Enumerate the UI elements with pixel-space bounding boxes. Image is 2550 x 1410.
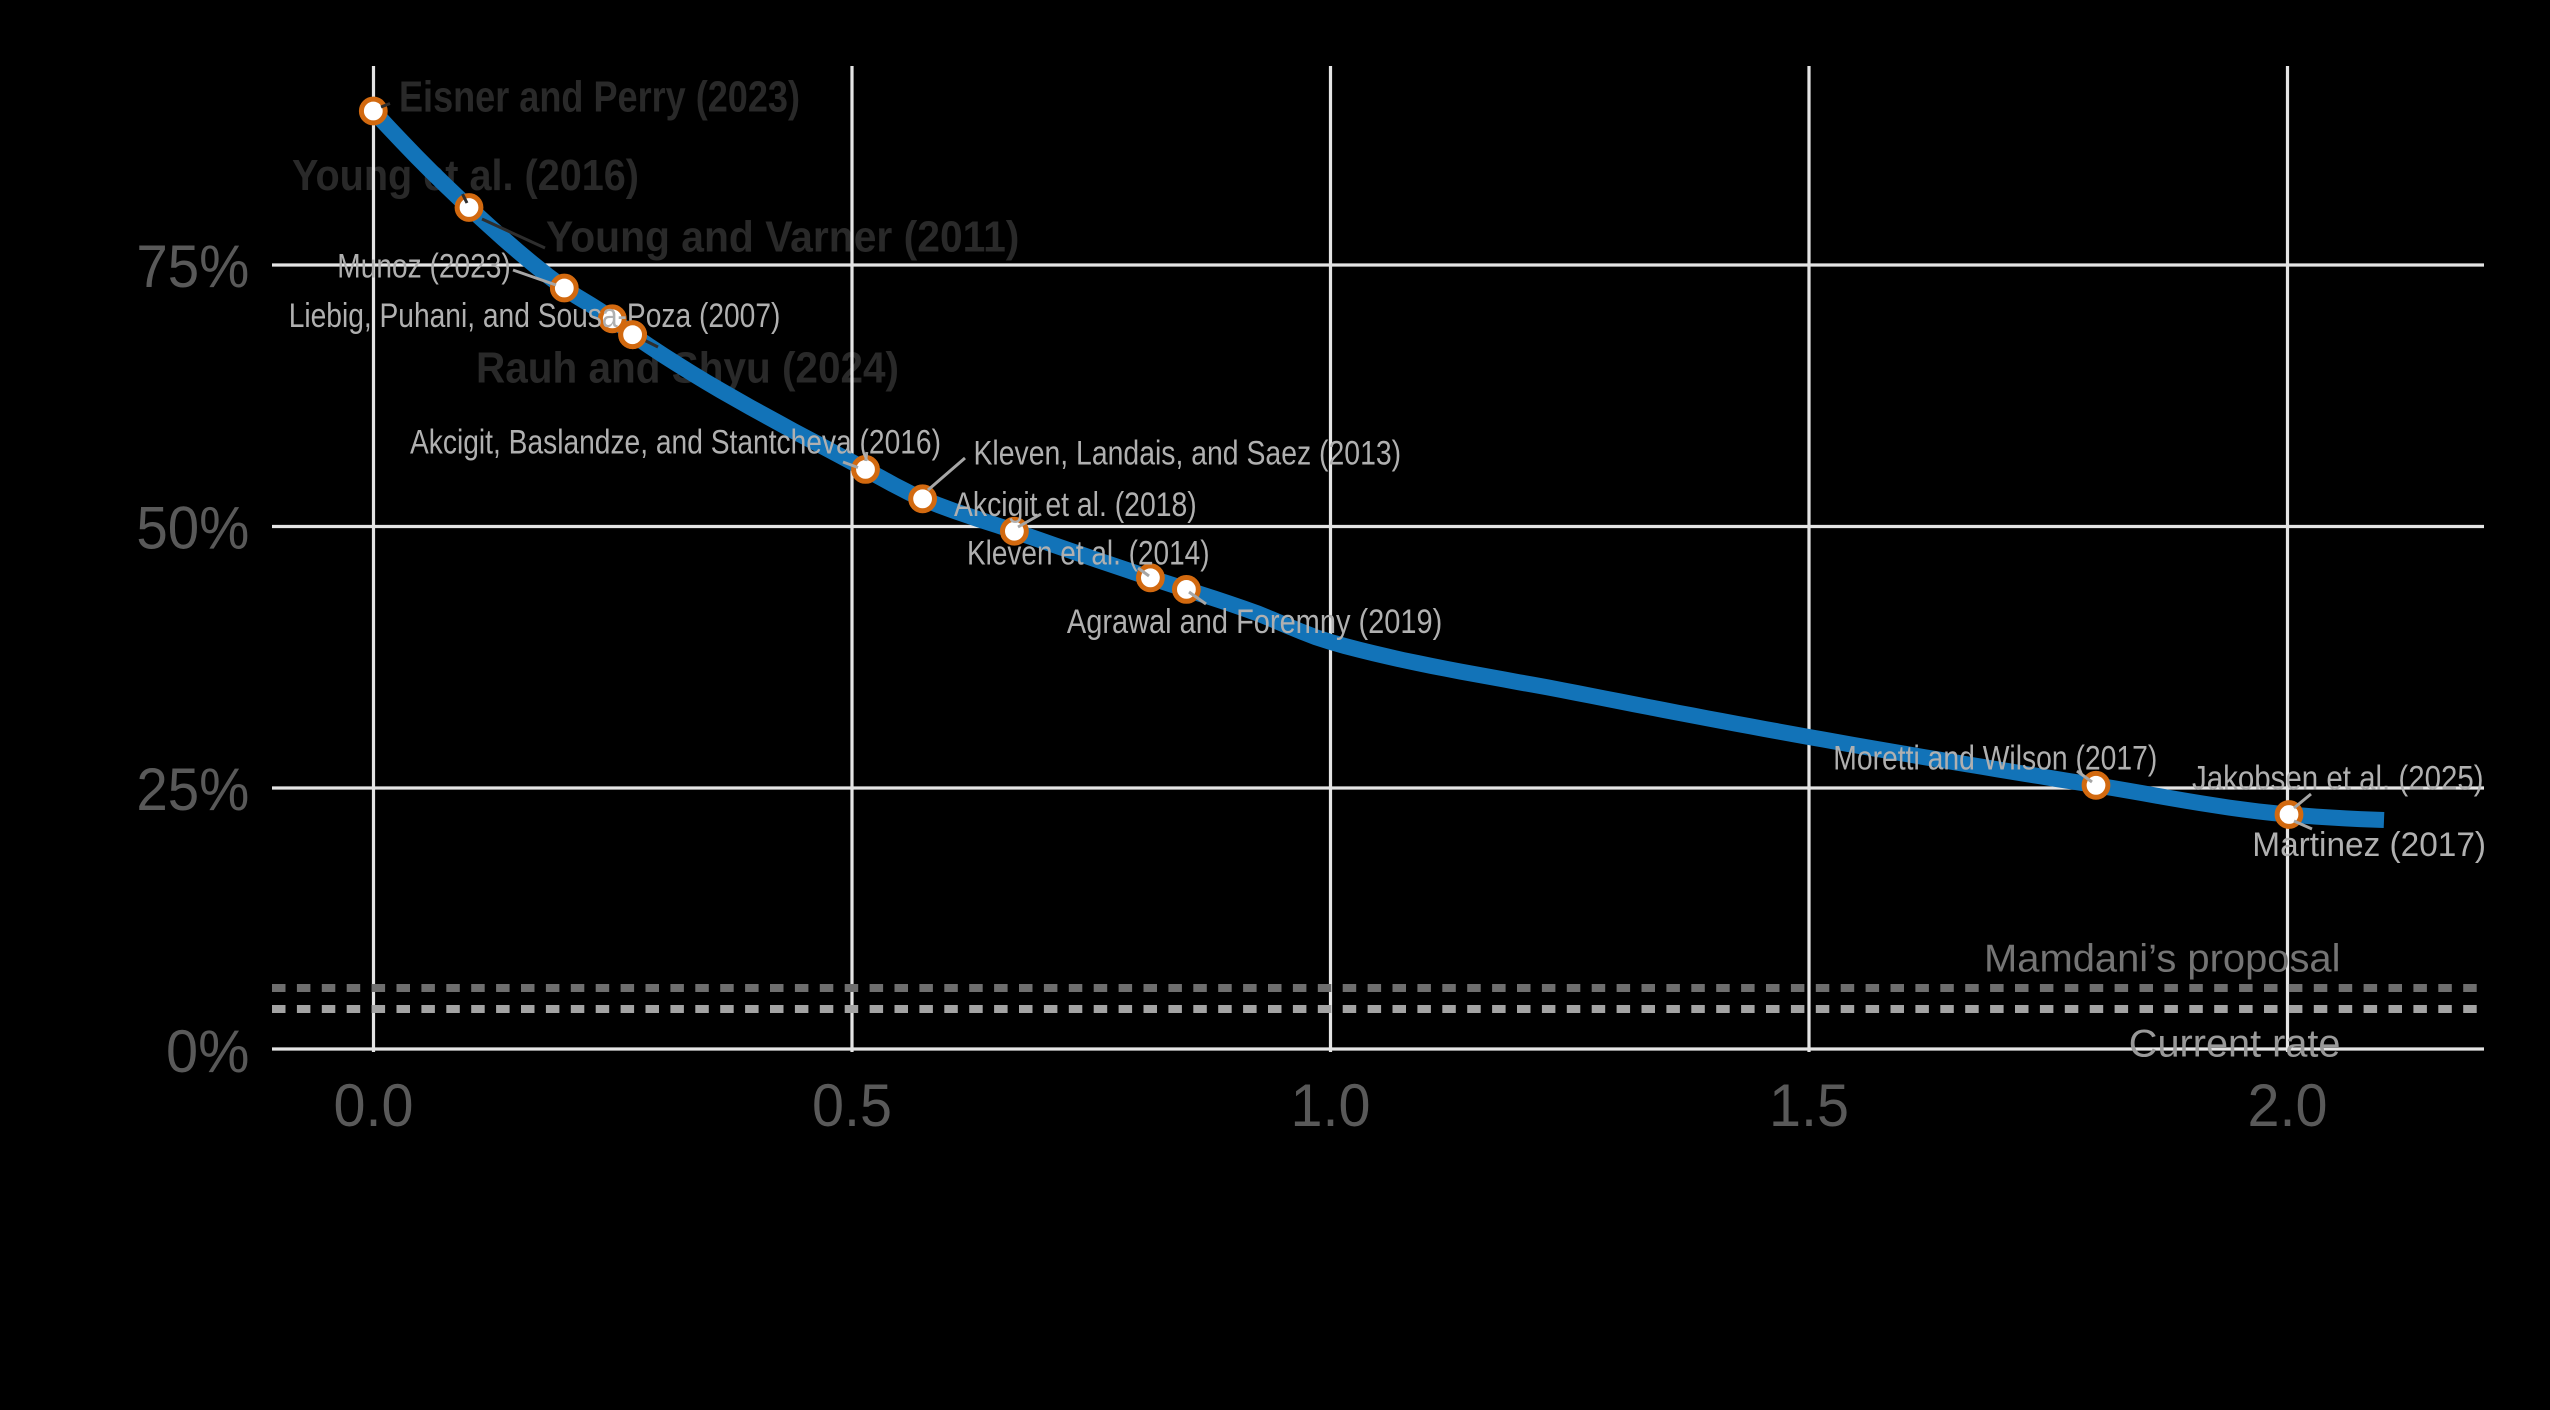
svg-text:1.0: 1.0 (1291, 1072, 1371, 1139)
svg-text:Kleven, Landais, and Saez (201: Kleven, Landais, and Saez (2013) (974, 435, 1402, 473)
svg-text:Martinez (2017): Martinez (2017) (2252, 826, 2486, 864)
svg-text:Eisner and Perry (2023): Eisner and Perry (2023) (399, 73, 800, 122)
svg-text:Akcigit et al. (2018): Akcigit et al. (2018) (954, 486, 1197, 524)
svg-text:Munoz (2023): Munoz (2023) (337, 248, 510, 286)
svg-text:0.5: 0.5 (812, 1072, 892, 1139)
svg-text:1.5: 1.5 (1769, 1072, 1849, 1139)
svg-text:Young and Varner (2011): Young and Varner (2011) (546, 212, 1019, 261)
svg-text:2.0: 2.0 (2248, 1072, 2328, 1139)
svg-text:Akcigit, Baslandze, and Stantc: Akcigit, Baslandze, and Stantcheva (2016… (410, 423, 941, 461)
svg-text:Kleven et al. (2014): Kleven et al. (2014) (967, 535, 1210, 573)
svg-text:Mamdani’s proposal: Mamdani’s proposal (1984, 938, 2341, 981)
svg-text:Agrawal and Foremny (2019): Agrawal and Foremny (2019) (1067, 603, 1442, 641)
svg-text:75%: 75% (136, 233, 249, 300)
svg-text:25%: 25% (136, 756, 249, 823)
svg-text:Jakobsen et al. (2025): Jakobsen et al. (2025) (2192, 760, 2484, 798)
svg-text:50%: 50% (136, 494, 249, 561)
svg-text:0%: 0% (166, 1018, 249, 1085)
svg-text:Moretti and Wilson (2017): Moretti and Wilson (2017) (1833, 739, 2157, 777)
svg-text:Current rate: Current rate (2129, 1023, 2341, 1066)
svg-text:0.0: 0.0 (334, 1072, 414, 1139)
svg-text:Liebig, Puhani, and Sousa-Poza: Liebig, Puhani, and Sousa-Poza (2007) (289, 297, 781, 335)
svg-text:Young et al. (2016): Young et al. (2016) (292, 151, 639, 200)
